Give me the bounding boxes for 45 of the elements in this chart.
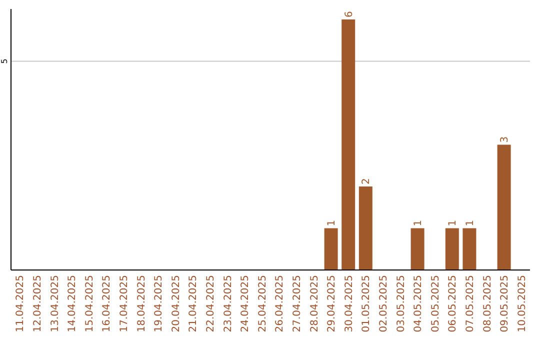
data-label: 1	[464, 220, 476, 226]
x-tick-label: 17.04.2025	[118, 275, 130, 332]
x-tick-label: 08.05.2025	[482, 275, 494, 332]
x-tick-label: 16.04.2025	[102, 275, 113, 332]
data-label: 1	[413, 220, 424, 226]
x-tick-label: 14.04.2025	[67, 275, 78, 332]
x-tick-label: 12.04.2025	[32, 275, 44, 332]
x-tick-label: 25.04.2025	[257, 275, 268, 332]
x-tick-label: 29.04.2025	[326, 275, 338, 332]
bar	[410, 228, 424, 270]
x-tick-label: 15.04.2025	[84, 275, 96, 332]
bar	[324, 228, 338, 270]
bar	[358, 186, 372, 270]
x-tick-label: 19.04.2025	[154, 275, 165, 332]
x-tick-label: 01.05.2025	[361, 275, 372, 332]
x-tick-label: 02.05.2025	[378, 275, 390, 332]
data-label: 3	[500, 136, 511, 143]
ref-line-label: 5	[0, 58, 9, 64]
x-tick-label: 10.05.2025	[516, 275, 528, 332]
x-tick-label: 21.04.2025	[188, 275, 200, 332]
x-tick-label: 04.05.2025	[413, 275, 424, 332]
x-tick-label: 30.04.2025	[344, 275, 355, 332]
x-tick-label: 23.04.2025	[222, 275, 234, 332]
x-tick-label: 11.04.2025	[15, 275, 26, 332]
data-label: 2	[361, 178, 372, 184]
x-tick-label: 05.05.2025	[430, 275, 442, 332]
data-label: 1	[326, 220, 338, 226]
data-label: 6	[344, 11, 355, 18]
x-tick-label: 07.05.2025	[464, 275, 476, 332]
x-tick-label: 18.04.2025	[136, 275, 148, 332]
x-tick-label: 09.05.2025	[500, 275, 511, 332]
data-label: 1	[448, 220, 459, 226]
x-tick-label: 03.05.2025	[396, 275, 407, 332]
x-tick-label: 27.04.2025	[292, 275, 303, 332]
x-tick-label: 26.04.2025	[274, 275, 286, 332]
bar	[445, 228, 459, 270]
x-tick-label: 13.04.2025	[50, 275, 61, 332]
x-tick-label: 06.05.2025	[448, 275, 459, 332]
x-tick-label: 24.04.2025	[240, 275, 252, 332]
x-tick-label: 22.04.2025	[205, 275, 216, 332]
bar	[462, 228, 476, 270]
x-tick-label: 20.04.2025	[170, 275, 182, 332]
x-tick-label: 28.04.2025	[309, 275, 320, 332]
bar	[342, 19, 356, 270]
bar	[497, 144, 511, 270]
